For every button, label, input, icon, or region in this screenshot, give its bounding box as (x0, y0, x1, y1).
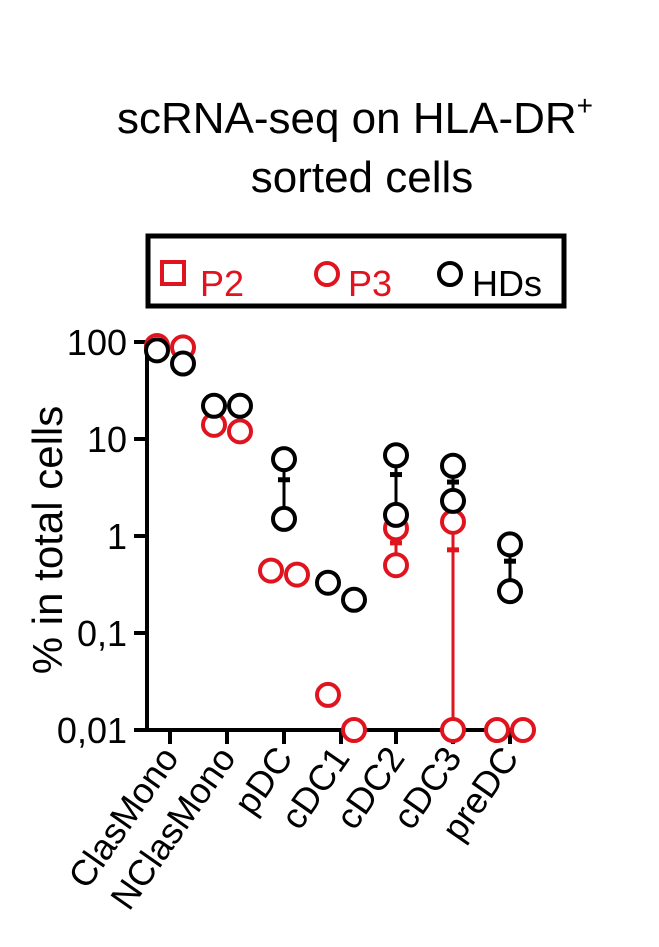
chart-title-line2: sorted cells (251, 153, 474, 202)
p3-data-point (315, 681, 341, 708)
hds-data-point (497, 578, 523, 605)
hds-data-point (315, 569, 341, 596)
hds-data-point (227, 392, 253, 419)
p3-data-point (383, 552, 409, 579)
hds-data-point (440, 452, 466, 479)
legend-marker-p3 (314, 261, 340, 287)
y-tick-label: 1 (107, 516, 127, 557)
chart-title: scRNA-seq on HLA-DR+ (117, 90, 593, 143)
hds-data-point (170, 350, 196, 377)
legend-label-p3: P3 (348, 263, 392, 304)
y-tick-label: 0,01 (57, 710, 127, 751)
y-tick-label: 10 (87, 419, 127, 460)
legend-marker-p2 (160, 260, 186, 286)
p3-data-point (440, 717, 466, 743)
y-axis-label: % in total cells (24, 406, 71, 674)
p3-data-point (341, 717, 367, 743)
hds-data-point (383, 442, 409, 469)
y-tick-label: 0,1 (77, 613, 127, 654)
hds-data-point (440, 487, 466, 514)
p3-data-point (440, 508, 466, 535)
y-ticks: 100 10 1 0,1 0,01 (57, 322, 147, 751)
p3-data-point (258, 557, 284, 584)
hds-data-point (341, 586, 367, 613)
legend: P2 P3 HDs (145, 233, 567, 309)
p3-data-point (510, 717, 536, 743)
p3-data-point (227, 418, 253, 445)
legend-label-p2: P2 (200, 263, 244, 304)
hds-data-point (497, 531, 523, 558)
legend-box (145, 233, 567, 309)
legend-label-hds: HDs (472, 263, 542, 304)
legend-marker-hds (437, 261, 463, 287)
p3-data-point (284, 561, 310, 588)
hds-data-point (383, 501, 409, 528)
p3-data-point (484, 717, 510, 743)
hds-data-point (201, 392, 227, 419)
title-superscript: + (577, 90, 593, 121)
y-tick-label: 100 (67, 322, 127, 363)
hds-data-point (271, 446, 297, 473)
data-marks (144, 332, 536, 743)
hds-data-point (144, 337, 170, 364)
hds-data-point (271, 505, 297, 532)
